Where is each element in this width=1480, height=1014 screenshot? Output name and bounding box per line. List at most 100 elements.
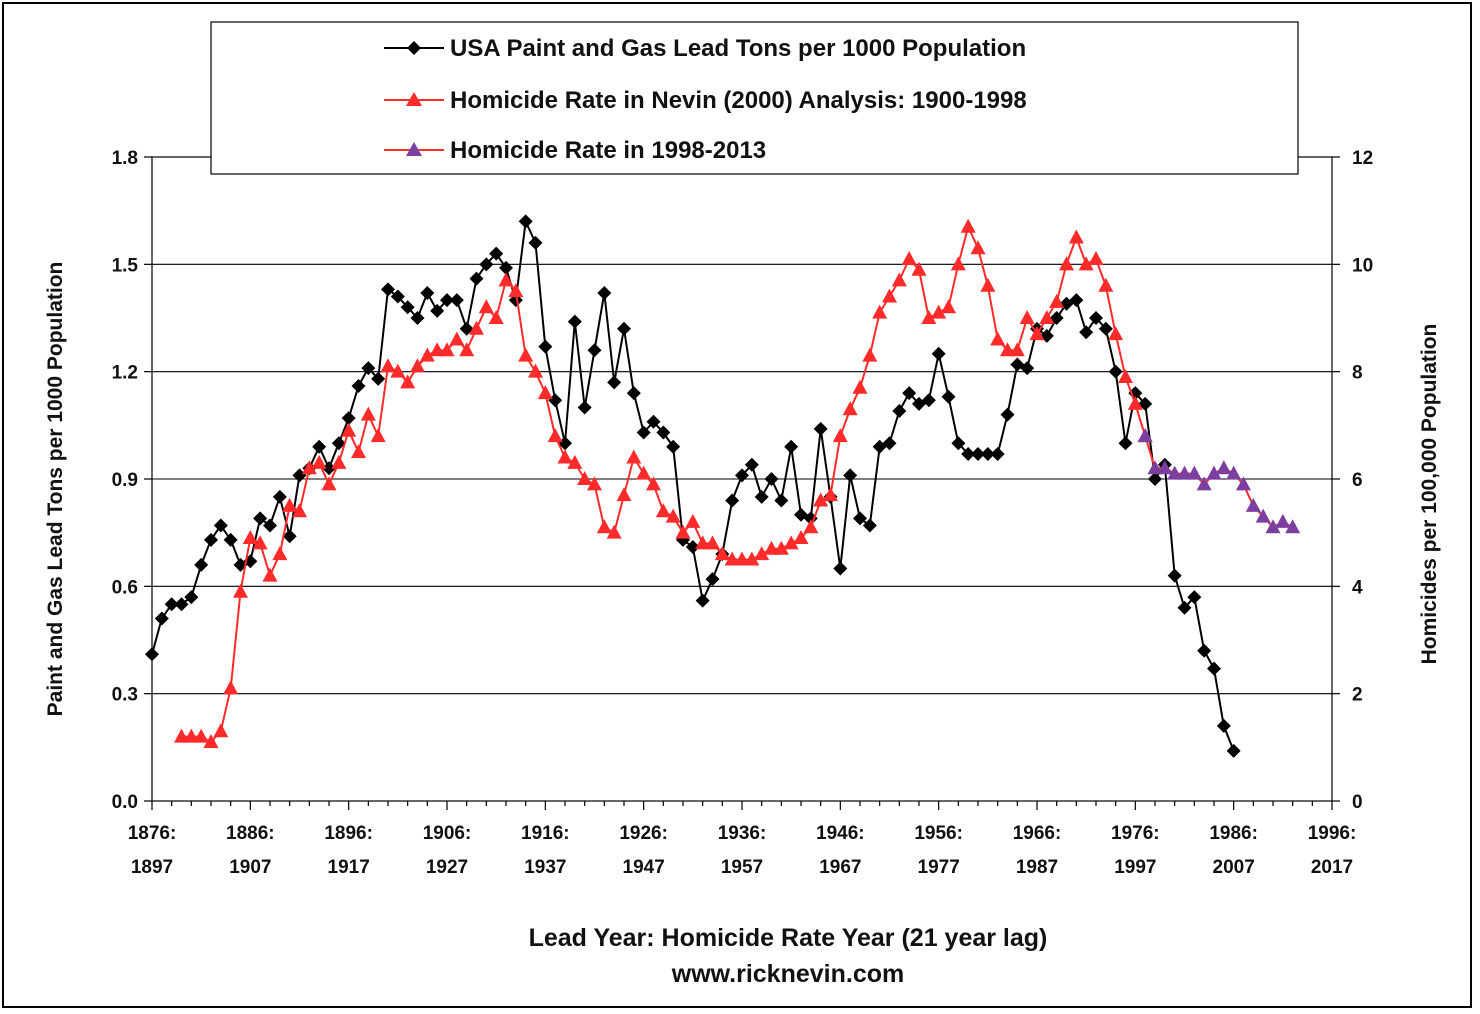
data-point xyxy=(1207,661,1221,676)
data-point xyxy=(380,358,396,373)
x-tick-label-bottom: 1947 xyxy=(623,857,665,878)
data-point xyxy=(194,557,209,572)
data-point xyxy=(961,446,976,461)
data-point xyxy=(1127,395,1143,410)
y-left-tick-label: 0.6 xyxy=(112,577,138,598)
data-point xyxy=(272,489,287,504)
data-point xyxy=(596,519,612,534)
y-right-tick-label: 8 xyxy=(1352,363,1363,384)
data-point xyxy=(1245,497,1261,512)
data-point xyxy=(882,436,897,451)
data-point xyxy=(705,535,720,550)
x-tick-label-top: 1926: xyxy=(619,823,668,844)
data-point xyxy=(479,257,494,272)
data-point xyxy=(558,436,572,451)
data-point xyxy=(793,530,809,545)
data-point xyxy=(1000,342,1015,357)
x-tick-label-top: 1996: xyxy=(1308,823,1357,844)
data-point xyxy=(312,439,327,454)
data-point xyxy=(734,551,750,566)
data-point xyxy=(990,446,1005,461)
data-point xyxy=(990,331,1006,346)
x-tick-label-bottom: 2007 xyxy=(1213,857,1255,878)
data-point xyxy=(184,590,199,605)
data-point xyxy=(528,363,543,378)
data-point xyxy=(449,293,464,308)
data-point xyxy=(429,342,445,357)
data-point xyxy=(606,524,622,539)
x-tick-label-top: 1886: xyxy=(226,823,275,844)
x-tick-label-top: 1946: xyxy=(816,823,865,844)
data-point xyxy=(1167,568,1182,583)
data-point xyxy=(1187,590,1202,605)
data-point xyxy=(567,454,583,469)
data-point xyxy=(1177,600,1192,615)
x-tick-label-top: 1916: xyxy=(521,823,570,844)
data-point xyxy=(735,468,749,483)
y-right-tick-label: 12 xyxy=(1352,148,1373,169)
x-tick-label-top: 1956: xyxy=(914,823,963,844)
data-point xyxy=(381,282,395,297)
data-point xyxy=(351,444,366,459)
data-point xyxy=(1118,369,1133,384)
data-point xyxy=(361,361,376,376)
data-point xyxy=(282,497,298,512)
data-point xyxy=(1226,743,1241,758)
data-point xyxy=(193,728,209,743)
data-point xyxy=(360,406,376,421)
data-point xyxy=(911,261,927,276)
legend-label-lead: USA Paint and Gas Lead Tons per 1000 Pop… xyxy=(450,35,1026,62)
data-point xyxy=(636,425,651,440)
data-point xyxy=(833,561,848,576)
data-point xyxy=(1078,256,1094,271)
y-left-tick-label: 1.5 xyxy=(112,255,139,276)
data-point xyxy=(941,389,956,404)
data-point xyxy=(1089,311,1103,325)
y-right-tick-label: 6 xyxy=(1352,470,1363,491)
data-point xyxy=(695,535,711,550)
data-point xyxy=(252,535,268,550)
data-point xyxy=(882,288,897,303)
data-point xyxy=(617,321,631,336)
data-point xyxy=(862,518,877,533)
data-point xyxy=(842,401,858,416)
data-point xyxy=(420,285,435,300)
x-tick-label-top: 1966: xyxy=(1013,823,1062,844)
data-point xyxy=(272,546,288,561)
data-point xyxy=(626,386,641,401)
data-point xyxy=(1088,250,1104,265)
data-point xyxy=(1236,476,1251,491)
data-point xyxy=(695,593,710,608)
legend: USA Paint and Gas Lead Tons per 1000 Pop… xyxy=(210,21,1299,175)
data-point xyxy=(223,680,239,695)
data-point xyxy=(783,535,799,550)
source-url: www.ricknevin.com xyxy=(671,960,904,988)
data-point xyxy=(557,449,573,464)
data-point xyxy=(174,728,189,743)
data-point xyxy=(203,733,219,748)
data-point xyxy=(478,299,494,314)
y-left-tick-label: 0.3 xyxy=(112,685,138,706)
y-right-tick-label: 4 xyxy=(1352,577,1363,598)
data-point xyxy=(292,503,307,518)
data-point xyxy=(262,567,278,582)
data-point xyxy=(1059,256,1074,271)
data-point xyxy=(213,518,228,533)
data-point xyxy=(1177,465,1192,480)
data-point xyxy=(233,583,248,598)
series-0 xyxy=(145,214,1241,758)
data-point xyxy=(430,303,445,318)
data-point xyxy=(1068,229,1084,244)
x-tick-label-bottom: 1957 xyxy=(721,857,763,878)
data-point xyxy=(646,476,661,491)
data-point xyxy=(1009,342,1025,357)
data-point xyxy=(331,454,347,469)
data-point xyxy=(744,551,760,566)
gridlines xyxy=(152,263,1332,695)
x-tick-label-top: 1986: xyxy=(1209,823,1258,844)
x-tick-label-bottom: 1927 xyxy=(426,857,468,878)
data-point xyxy=(1265,519,1281,534)
data-point xyxy=(242,530,258,545)
data-point xyxy=(921,310,937,324)
series-1 xyxy=(174,218,1153,748)
